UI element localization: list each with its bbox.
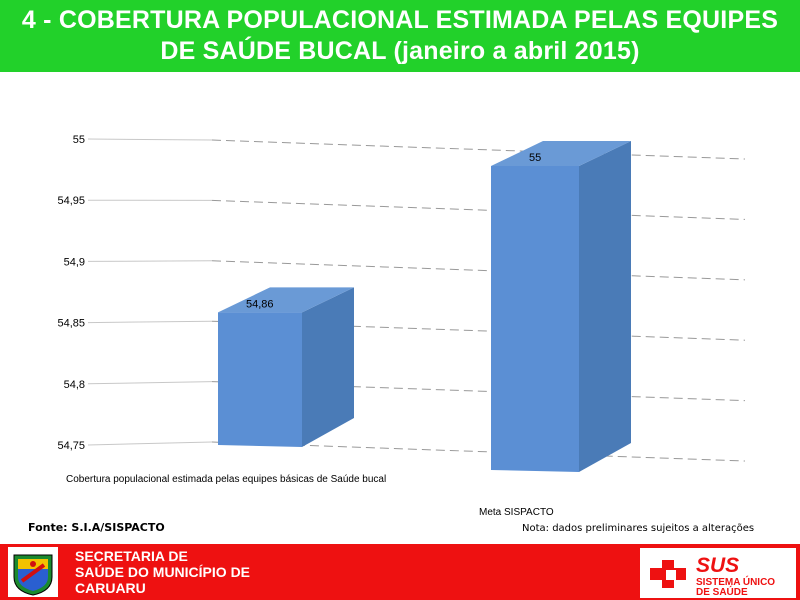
department-name: SECRETARIA DE SAÚDE DO MUNICÍPIO DE CARU… <box>75 548 250 596</box>
grid-line <box>211 260 746 281</box>
bar-top <box>218 287 354 313</box>
grid-line <box>211 199 746 220</box>
sus-logo-line-2: SISTEMA ÚNICO <box>696 575 775 588</box>
page-title-line-2: DE SAÚDE BUCAL (janeiro a abril 2015) <box>160 37 640 65</box>
bar <box>218 312 302 447</box>
sus-logo-line-3: DE SAÚDE <box>696 585 748 598</box>
grid-line-diagonal <box>87 320 213 324</box>
source-note: Fonte: S.I.A/SISPACTO <box>28 521 165 534</box>
preliminary-note: Nota: dados preliminares sujeitos a alte… <box>522 523 755 534</box>
bar-top <box>491 141 631 166</box>
grid-line-diagonal <box>87 381 213 385</box>
department-line-3: CARUARU <box>75 580 146 596</box>
y-tick-label: 54,85 <box>57 318 85 330</box>
bar-side <box>579 141 631 472</box>
y-tick-label: 54,95 <box>57 195 85 207</box>
bar <box>491 166 579 472</box>
title-bar: 4 - COBERTURA POPULACIONAL ESTIMADA PELA… <box>0 0 800 72</box>
y-tick-label: 54,75 <box>57 440 85 452</box>
grid-layer <box>87 138 746 462</box>
sus-logo-text: SUS <box>696 554 739 577</box>
bars-layer: 54,86 55 <box>218 141 631 472</box>
y-axis-ticks: 54,75 54,8 54,85 54,9 54,95 55 <box>57 134 85 452</box>
y-tick-label: 54,8 <box>64 379 85 391</box>
x-category-label: Cobertura populacional estimada pelas eq… <box>66 474 386 485</box>
department-line-1: SECRETARIA DE <box>75 548 188 564</box>
data-label: 55 <box>529 152 541 164</box>
bar-side <box>302 287 354 447</box>
grid-line-diagonal <box>87 441 213 446</box>
y-tick-label: 54,9 <box>64 256 85 268</box>
page-title-line-1: 4 - COBERTURA POPULACIONAL ESTIMADA PELA… <box>21 6 779 34</box>
sus-logo: SUS SISTEMA ÚNICO DE SAÚDE <box>640 548 796 598</box>
grid-line-diagonal <box>87 260 213 262</box>
caruaru-crest-icon <box>8 547 58 597</box>
data-label: 54,86 <box>246 298 274 310</box>
bar-chart: 54,75 54,8 54,85 54,9 54,95 55 54,86 55 Cobert… <box>57 134 746 518</box>
grid-line-diagonal <box>87 138 213 141</box>
footer-banner: SECRETARIA DE SAÚDE DO MUNICÍPIO DE CARU… <box>0 544 800 600</box>
y-tick-label: 55 <box>73 134 85 146</box>
x-category-label: Meta SISPACTO <box>479 507 554 518</box>
department-line-2: SAÚDE DO MUNICÍPIO DE <box>75 564 251 580</box>
x-axis-categories: Cobertura populacional estimada pelas eq… <box>66 474 554 518</box>
grid-line <box>211 139 746 160</box>
